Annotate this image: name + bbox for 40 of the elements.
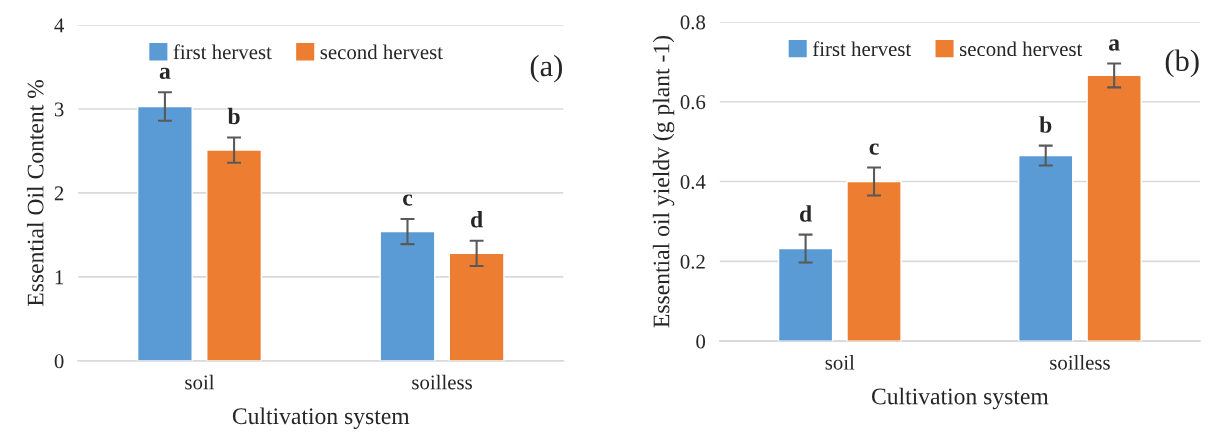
annotation: (a)	[530, 54, 562, 83]
x-axis-title: Cultivation system	[232, 407, 410, 430]
x-tick-label: soilless	[1050, 354, 1110, 370]
data-label: a	[1109, 39, 1120, 51]
x-tick-label: soil	[185, 374, 215, 390]
bar	[777, 247, 834, 342]
data-label: d	[799, 205, 812, 222]
data-label: c	[403, 194, 413, 206]
legend-label: second hervest	[320, 44, 443, 60]
x-tick-label: soil	[825, 354, 855, 370]
y-tick-label: 0	[696, 334, 706, 349]
y-tick-label: 0.4	[680, 174, 706, 190]
y-tick-label: 0.2	[680, 254, 705, 269]
bar	[1086, 74, 1142, 342]
x-tick-label: soilless	[412, 374, 472, 390]
y-tick-label: 1	[55, 270, 64, 285]
y-axis-title: Essential oil yieldv (g plant -1)	[652, 36, 675, 328]
bar	[206, 149, 263, 361]
y-tick-label: 4	[54, 18, 64, 33]
bar	[448, 252, 505, 361]
bar	[846, 180, 902, 342]
data-label: b	[1039, 116, 1052, 133]
legend-label: first hervest	[812, 41, 912, 57]
data-label: c	[869, 143, 879, 155]
legend-label: first hervest	[173, 44, 272, 60]
legend-label: second hervest	[959, 41, 1083, 57]
bar	[379, 230, 436, 361]
annotation: (b)	[1165, 49, 1199, 78]
y-tick-label: 0.8	[680, 15, 706, 30]
x-axis-title: Cultivation system	[871, 387, 1049, 410]
data-label: b	[227, 107, 240, 125]
y-axis-title: Essential Oil Content %	[26, 79, 44, 307]
bar	[1018, 154, 1074, 342]
y-tick-label: 3	[54, 102, 64, 117]
y-tick-label: 2	[54, 186, 64, 201]
y-tick-label: 0	[54, 354, 64, 369]
data-label: d	[471, 210, 483, 228]
y-tick-label: 0.6	[680, 95, 706, 110]
data-label: a	[159, 67, 171, 79]
bar	[136, 105, 193, 361]
